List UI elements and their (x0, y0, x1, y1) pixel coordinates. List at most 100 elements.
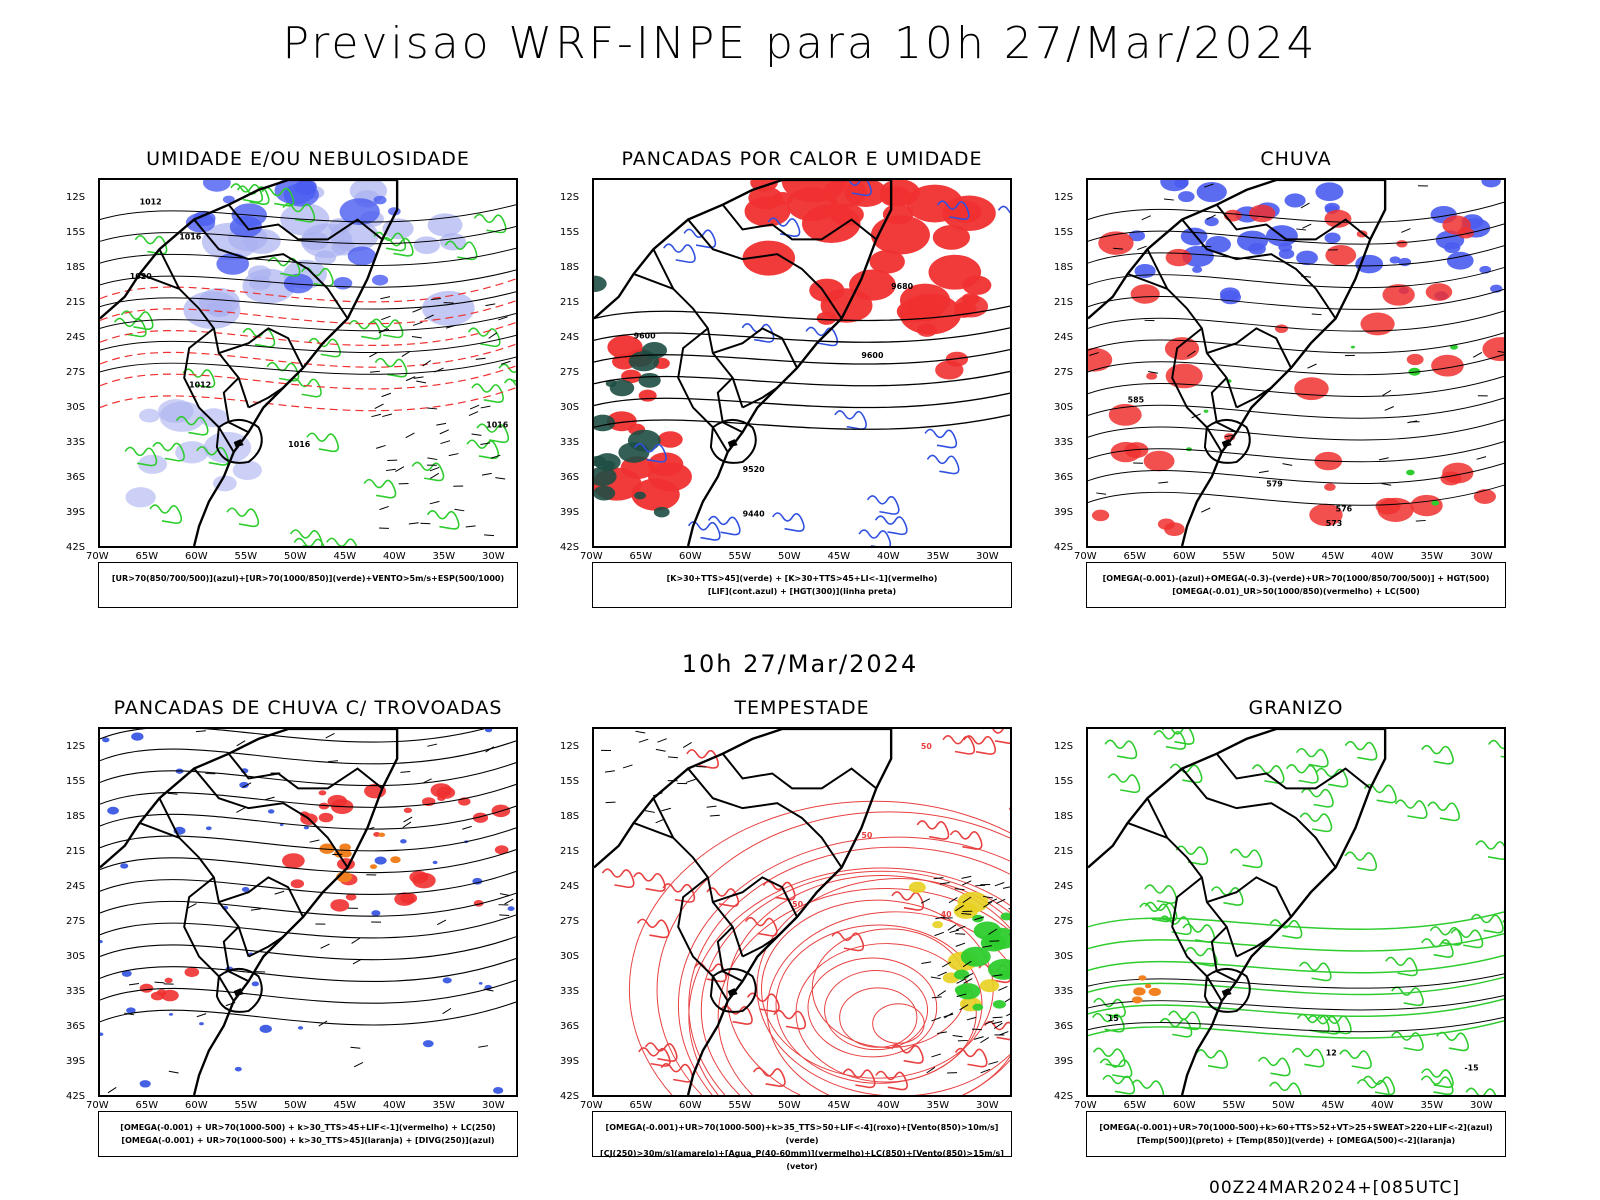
wind-vector (645, 810, 655, 813)
field-patch (373, 195, 387, 205)
map-trovoadas (98, 727, 518, 1097)
wind-vector (638, 738, 649, 743)
wind-vector (369, 351, 379, 358)
contour-squiggle (1269, 919, 1303, 939)
field-patch (849, 269, 896, 301)
field-patch (605, 379, 617, 388)
field-patch (164, 977, 173, 984)
contour-line (1088, 201, 1504, 223)
wind-vector (939, 882, 950, 885)
lat-tick-label: 21S (66, 297, 86, 308)
contour-line (100, 278, 516, 303)
contour-line (100, 269, 516, 288)
wind-vector (1004, 998, 1010, 1003)
wind-vector (408, 522, 419, 525)
region-border (1203, 418, 1251, 464)
wind-vector (371, 413, 382, 418)
panel-umidade: UMIDADE E/OU NEBULOSIDADE 1012 1016 1020 10… (66, 148, 518, 608)
field-patch (1000, 912, 1010, 921)
wind-vector (351, 937, 361, 944)
coastline (594, 180, 893, 546)
contour-line (100, 827, 516, 852)
lat-tick-label: 36S (560, 472, 580, 483)
field-patch (139, 983, 154, 993)
field-patch (422, 290, 475, 326)
panel-pancadas-calor: PANCADAS POR CALOR E UMIDADE 9600 9600 952… (560, 148, 1012, 608)
field-patch (373, 832, 381, 837)
field-patch (205, 826, 212, 831)
wind-vector (1311, 313, 1322, 316)
field-patch (206, 299, 233, 318)
field-patch (816, 311, 837, 325)
contour-squiggle (1391, 986, 1424, 1007)
field-patch (1148, 987, 1162, 997)
contour-ring (628, 800, 1010, 1095)
field-patch (1294, 377, 1329, 401)
wind-vector (499, 914, 510, 917)
wind-vector (498, 316, 508, 321)
wind-vector (436, 422, 447, 426)
field-patch (294, 180, 317, 196)
field-patch (870, 215, 930, 255)
contour-squiggle (1362, 1075, 1396, 1095)
contour-squiggle (633, 872, 666, 892)
field-patch (932, 224, 971, 250)
field-patch (1431, 354, 1464, 377)
field-patch (413, 236, 440, 254)
field-patch (594, 275, 607, 292)
field-patch (962, 275, 992, 295)
lon-tick-label: 55W (1222, 1100, 1246, 1111)
contour-squiggle (503, 378, 516, 387)
country-border (652, 248, 675, 290)
country-border (222, 377, 250, 434)
map-canvas: 50 50 50 40 (594, 729, 1010, 1095)
lon-tick-label: 45W (827, 551, 851, 562)
contour-line (100, 1001, 516, 1026)
lon-tick-label: 50W (778, 1100, 801, 1111)
contour-squiggle (949, 830, 983, 850)
field-patch (1431, 500, 1440, 506)
field-patch (1236, 230, 1268, 252)
wind-vector (350, 1046, 361, 1049)
contour-line (1088, 397, 1504, 419)
wind-vector (955, 933, 966, 935)
field-patch (844, 180, 887, 207)
wind-vector (195, 730, 206, 733)
wind-vector (376, 444, 386, 449)
field-patch (953, 969, 970, 980)
field-patch (1446, 251, 1474, 270)
panel-title: GRANIZO (1248, 697, 1344, 719)
field-patch (1324, 232, 1341, 244)
field-patch (394, 892, 415, 906)
main-title: Previsao WRF-INPE para 10h 27/Mar/2024 (282, 18, 1318, 69)
lat-tick-label: 39S (66, 1056, 86, 1067)
contour-line (1088, 245, 1504, 267)
field-patch (267, 809, 275, 814)
field-patch (869, 249, 905, 274)
contour-squiggle (476, 423, 510, 444)
wind-vector (926, 1066, 936, 1074)
field-patch (953, 902, 979, 919)
wind-vector (655, 748, 666, 752)
panel-legend: [OMEGA(-0.001)+UR>70(1000-500)+k>35_TTS>… (592, 1111, 1012, 1171)
wind-vector (424, 314, 434, 320)
field-patch (1442, 462, 1474, 484)
contour-squiggle (1488, 739, 1504, 758)
lat-tick-label: 33S (66, 437, 86, 448)
wind-vector (402, 821, 412, 828)
field-patch (199, 1022, 204, 1026)
contour-squiggle (1295, 747, 1329, 768)
contour-line (594, 327, 1010, 343)
contour-squiggle (601, 868, 635, 889)
contour-ring (656, 811, 1010, 1095)
wind-vector (382, 413, 392, 418)
wind-vector (974, 916, 985, 921)
contour-label: 50 (921, 742, 933, 751)
wind-vector (962, 960, 972, 968)
contour-squiggle (374, 357, 408, 378)
field-patch (125, 487, 156, 508)
wind-vector (635, 730, 646, 734)
lat-tick-label: 36S (1054, 1021, 1074, 1032)
country-border (1181, 767, 1337, 869)
lon-tick-label: 50W (284, 1100, 307, 1111)
